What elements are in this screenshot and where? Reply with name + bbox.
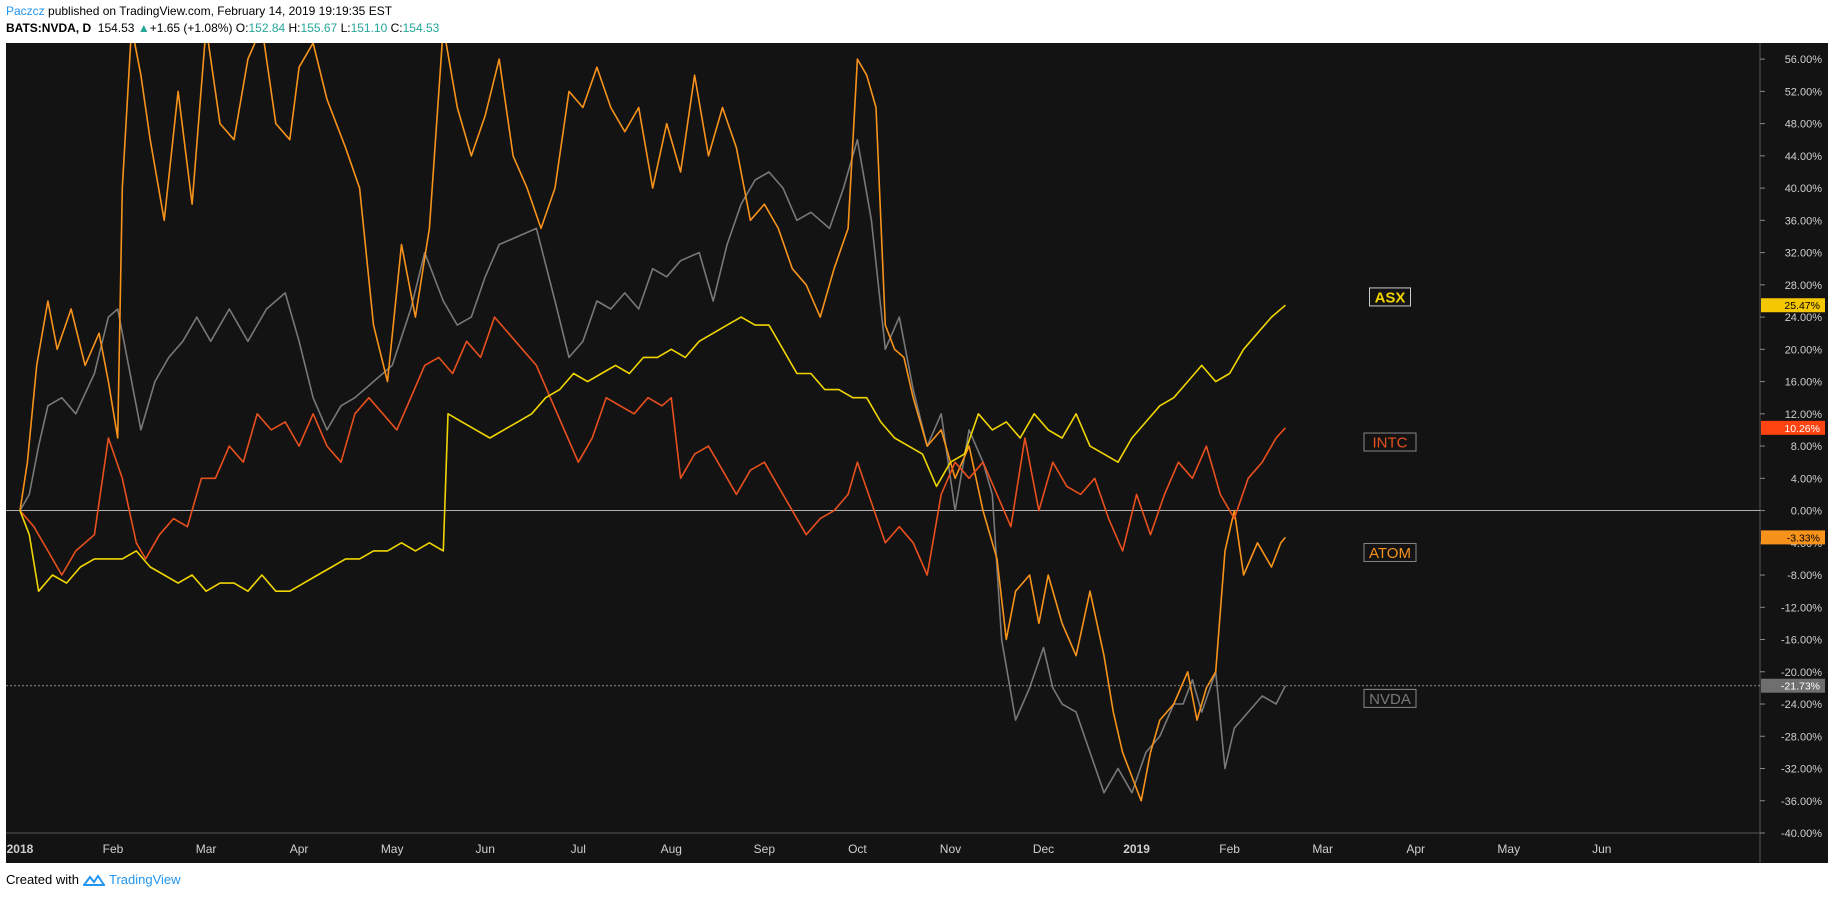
x-tick-label: Mar: [1312, 842, 1333, 856]
last-value-tag-text: 10.26%: [1784, 423, 1820, 435]
y-tick-label: 56.00%: [1785, 54, 1823, 66]
series-label-intc[interactable]: INTC: [1363, 432, 1417, 452]
author-link[interactable]: Paczcz: [6, 4, 45, 18]
x-tick-label: Feb: [1219, 842, 1240, 856]
series-label-atom[interactable]: ATOM: [1363, 542, 1417, 562]
y-tick-label: 48.00%: [1785, 119, 1823, 131]
y-tick-label: -28.00%: [1781, 731, 1822, 743]
tradingview-logo-icon: [82, 873, 105, 886]
symbol-label: BATS:NVDA, D: [6, 21, 92, 35]
series-label-asx[interactable]: ASX: [1369, 287, 1411, 307]
last-price: 154.53: [97, 21, 135, 35]
last-value-tag-text: -3.33%: [1787, 532, 1820, 544]
price-axis[interactable]: [1760, 43, 1828, 863]
x-tick-label: Apr: [1406, 842, 1425, 856]
low-value: 151.10: [350, 21, 388, 35]
x-tick-label: Oct: [848, 842, 867, 856]
series-label-box: [1363, 688, 1417, 708]
last-value-tag-intc: 10.26%: [1761, 420, 1825, 435]
high-value: 155.67: [300, 21, 338, 35]
y-tick-label: 52.00%: [1785, 86, 1823, 98]
y-tick-label: -40.00%: [1781, 828, 1822, 840]
up-arrow-icon: ▲: [137, 21, 150, 35]
x-tick-label: May: [1497, 842, 1520, 856]
x-tick-label: Apr: [290, 842, 309, 856]
series-line-atom[interactable]: [19, 43, 1287, 802]
x-tick-label: Aug: [661, 842, 682, 856]
series-label-text: ASX: [1375, 289, 1406, 306]
y-tick-label: 28.00%: [1785, 280, 1823, 292]
last-value-tag-atom: -3.33%: [1761, 530, 1825, 545]
x-tick-label: Mar: [196, 842, 217, 856]
x-tick-label: May: [381, 842, 404, 856]
series-label-box: [1363, 542, 1417, 562]
y-tick-label: -8.00%: [1787, 570, 1822, 582]
y-tick-label: 12.00%: [1785, 409, 1823, 421]
published-text: published on TradingView.com, February 1…: [48, 4, 393, 18]
series-line-intc[interactable]: [19, 316, 1286, 576]
created-with-text: Created with: [6, 872, 79, 887]
x-tick-label: Nov: [940, 842, 961, 856]
x-tick-label: 2019: [1123, 842, 1150, 856]
open-value: 152.84: [248, 21, 286, 35]
y-tick-label: 36.00%: [1785, 215, 1823, 227]
series-label-box: [1369, 287, 1411, 307]
last-value-tag-bg: [1761, 530, 1825, 545]
close-value: 154.53: [402, 21, 440, 35]
last-value-tag-nvda: -21.73%: [1761, 678, 1825, 693]
series-label-text: ATOM: [1369, 545, 1411, 562]
y-tick-label: 24.00%: [1785, 312, 1823, 324]
series-label-text: NVDA: [1369, 691, 1411, 708]
last-value-tag-bg: [1761, 420, 1825, 435]
y-tick-label: 0.00%: [1791, 506, 1822, 518]
y-tick-label: -20.00%: [1781, 667, 1822, 679]
plot-background: [6, 43, 1760, 833]
y-tick-label: 20.00%: [1785, 344, 1823, 356]
low-label: L:: [340, 21, 351, 35]
y-tick-label: 4.00%: [1791, 473, 1822, 485]
time-axis[interactable]: [6, 833, 1760, 863]
y-tick-label: 16.00%: [1785, 377, 1823, 389]
last-value-tag-asx: 25.47%: [1761, 298, 1825, 313]
publish-info: Paczcz published on TradingView.com, Feb…: [6, 4, 392, 18]
series-line-nvda[interactable]: [19, 138, 1287, 794]
series-label-nvda[interactable]: NVDA: [1363, 688, 1417, 708]
y-tick-label: 44.00%: [1785, 151, 1823, 163]
y-tick-label: -24.00%: [1781, 699, 1822, 711]
x-tick-label: Jul: [571, 842, 586, 856]
y-tick-label: -12.00%: [1781, 602, 1822, 614]
price-change: +1.65 (+1.08%): [149, 21, 233, 35]
close-label: C:: [390, 21, 403, 35]
series-label-text: INTC: [1373, 435, 1408, 452]
y-tick-label: -36.00%: [1781, 796, 1822, 808]
x-tick-label: Feb: [103, 842, 124, 856]
high-label: H:: [288, 21, 301, 35]
x-tick-label: Jun: [1592, 842, 1611, 856]
y-tick-label: -16.00%: [1781, 635, 1822, 647]
y-tick-label: -32.00%: [1781, 764, 1822, 776]
symbol-info: BATS:NVDA, D 154.53 ▲+1.65 (+1.08%) O:15…: [6, 21, 439, 35]
x-tick-label: Dec: [1033, 842, 1054, 856]
footer: Created with TradingView: [6, 872, 181, 887]
x-tick-label: Sep: [754, 842, 776, 856]
open-label: O:: [235, 21, 249, 35]
x-tick-label: Jun: [476, 842, 495, 856]
last-value-tag-text: 25.47%: [1784, 300, 1820, 312]
y-tick-label: 8.00%: [1791, 441, 1822, 453]
series-label-box: [1363, 432, 1417, 452]
series-line-asx[interactable]: [19, 304, 1286, 592]
y-tick-label: 40.00%: [1785, 183, 1823, 195]
last-value-tag-bg: [1761, 298, 1825, 313]
comparison-chart[interactable]: 56.00% 52.00% 48.00% 44.00% 40.00% 36.00% 32.0…: [0, 43, 1828, 863]
last-value-tag-bg: [1761, 678, 1825, 693]
y-tick-label: 32.00%: [1785, 248, 1823, 260]
tradingview-brand[interactable]: TradingView: [108, 872, 181, 887]
last-value-tag-text: -21.73%: [1781, 681, 1820, 693]
x-tick-label: 2018: [7, 842, 34, 856]
